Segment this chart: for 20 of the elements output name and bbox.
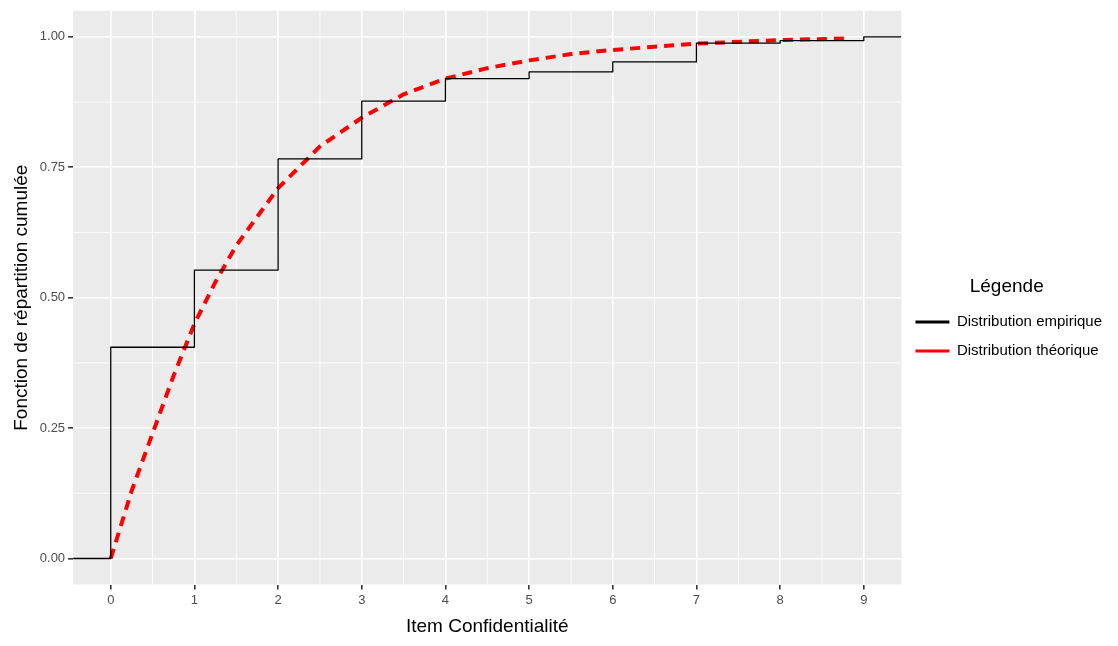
x-tick-label: 2 <box>274 591 282 607</box>
x-tick-label: 8 <box>776 591 784 607</box>
x-tick-label: 6 <box>609 591 617 607</box>
y-tick-label: 1.00 <box>39 28 66 44</box>
y-axis-title: Fonction de répartition cumulée <box>9 164 31 431</box>
x-tick-label: 0 <box>107 591 115 607</box>
x-tick-label: 7 <box>692 591 701 607</box>
y-tick-label: 0.25 <box>39 419 66 435</box>
x-tick-label: 5 <box>525 591 533 607</box>
legend-label: Distribution théorique <box>956 341 1099 359</box>
legend-label: Distribution empirique <box>956 312 1103 330</box>
y-tick-label: 0.75 <box>39 158 66 174</box>
y-tick-label: 0.00 <box>39 550 66 566</box>
x-axis-title: Item Confidentialité <box>405 614 569 636</box>
x-tick-label: 9 <box>860 591 868 607</box>
x-tick-label: 4 <box>441 591 450 607</box>
y-tick-label: 0.50 <box>39 289 66 305</box>
x-tick-label: 1 <box>190 591 199 607</box>
legend-title: Légende <box>969 275 1044 297</box>
x-tick-label: 3 <box>358 591 366 607</box>
